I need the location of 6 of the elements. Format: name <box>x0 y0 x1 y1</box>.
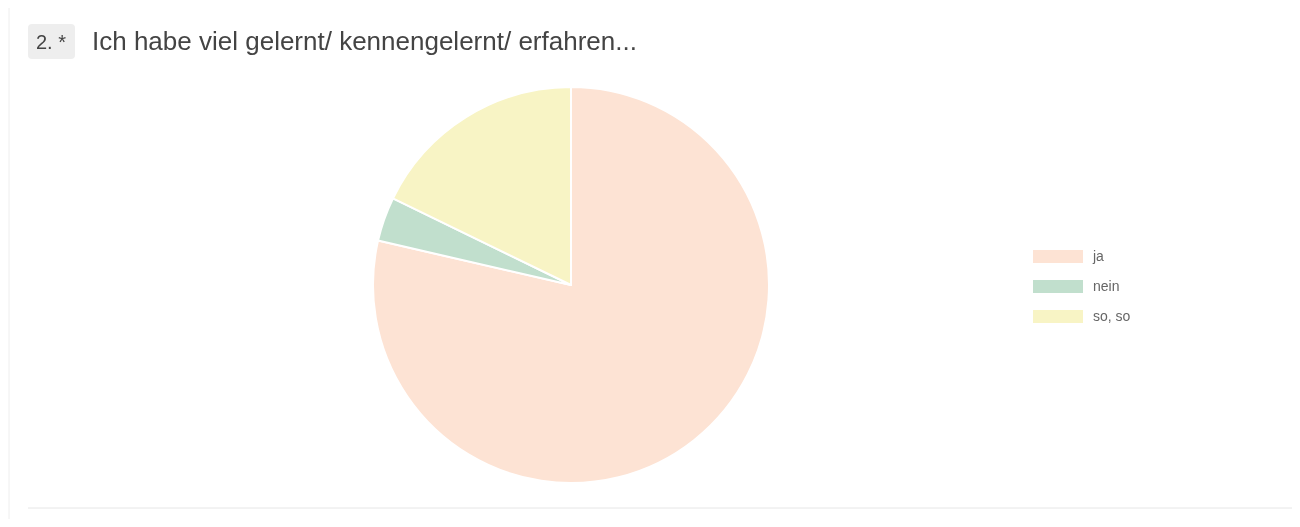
pie-slice <box>372 86 770 484</box>
legend-label: ja <box>1092 248 1105 264</box>
legend-label: so, so <box>1093 308 1131 324</box>
legend-label: nein <box>1093 278 1120 294</box>
text: 2. * <box>35 31 67 53</box>
chart-title: Ich habe viel gelernt/ kennengelernt/ erfahren... <box>92 26 637 56</box>
